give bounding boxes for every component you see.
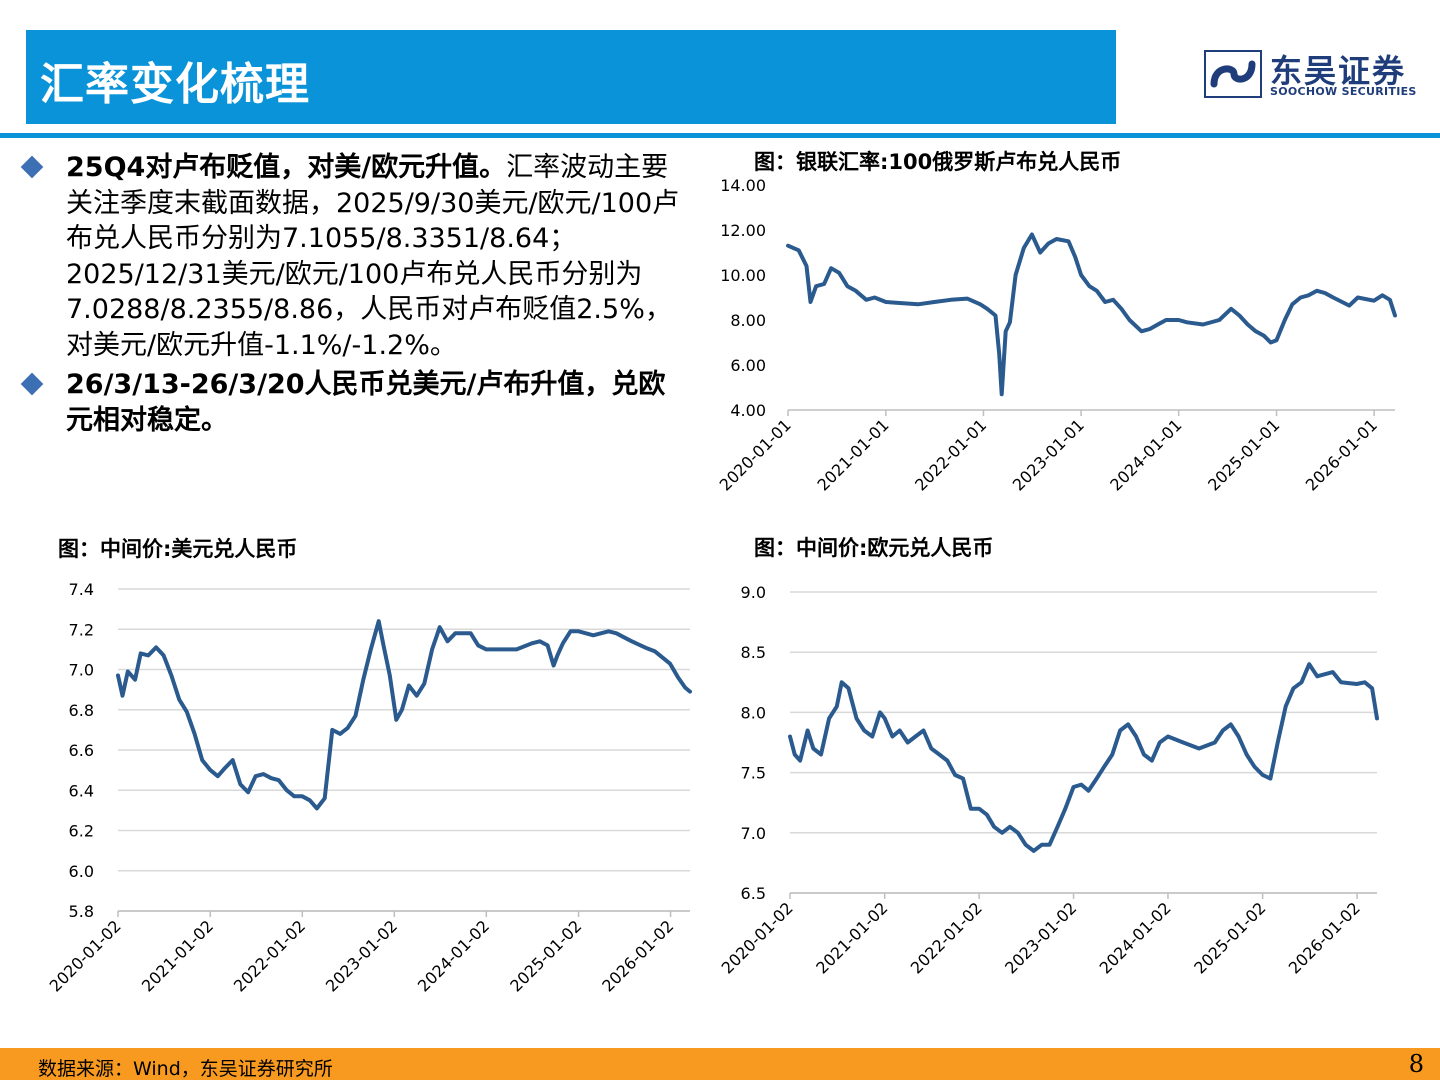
diamond-bullet-icon <box>20 155 44 179</box>
y-tick-label: 6.4 <box>69 781 94 800</box>
series-line <box>116 619 692 811</box>
x-tick-label: 2022-01-02 <box>230 916 309 995</box>
page-number: 8 <box>1408 1050 1424 1078</box>
company-logo: 东吴证券 SOOCHOW SECURITIES <box>1204 48 1419 100</box>
y-tick-label: 14.00 <box>720 176 766 195</box>
chart-title-usd: 图：中间价:美元兑人民币 <box>58 537 298 561</box>
x-tick-label: 2021-01-02 <box>138 916 217 995</box>
bullet-text: 汇率波动主要关注季度末截面数据，2025/9/30美元/欧元/100卢布兑人民币… <box>66 152 680 361</box>
bullet-bold-text: 26/3/13-26/3/20人民币兑美元/卢布升值，兑欧元相对稳定。 <box>66 369 666 436</box>
series-line <box>788 662 1379 853</box>
y-tick-label: 6.6 <box>69 741 94 760</box>
bullet-item: 25Q4对卢布贬值，对美/欧元升值。汇率波动主要关注季度末截面数据，2025/9… <box>20 150 692 363</box>
y-tick-label: 7.0 <box>69 661 94 680</box>
bullet-item: 26/3/13-26/3/20人民币兑美元/卢布升值，兑欧元相对稳定。 <box>20 367 692 438</box>
diamond-bullet-icon <box>20 372 44 396</box>
x-tick-label: 2020-01-02 <box>46 916 125 995</box>
x-tick-label: 2024-01-02 <box>414 916 493 995</box>
x-tick-label: 2025-01-01 <box>1204 415 1283 494</box>
source-note: 数据来源：Wind，东吴证券研究所 <box>38 1058 333 1080</box>
y-tick-label: 6.8 <box>69 701 94 720</box>
x-tick-label: 2021-01-01 <box>814 415 893 494</box>
page-title: 汇率变化梳理 <box>40 59 310 110</box>
bullet-list: 25Q4对卢布贬值，对美/欧元升值。汇率波动主要关注季度末截面数据，2025/9… <box>20 150 692 442</box>
y-tick-label: 6.5 <box>741 884 766 903</box>
chart-title-rub: 图：银联汇率:100俄罗斯卢布兑人民币 <box>754 150 1122 174</box>
header-rule <box>0 133 1440 138</box>
x-tick-label: 2021-01-02 <box>812 898 891 977</box>
title-bar: 汇率变化梳理 <box>26 30 1116 124</box>
x-tick-label: 2025-01-02 <box>506 916 585 995</box>
x-tick-label: 2020-01-01 <box>716 415 795 494</box>
x-tick-label: 2025-01-02 <box>1190 898 1269 977</box>
x-tick-label: 2024-01-02 <box>1096 898 1175 977</box>
x-tick-label: 2023-01-02 <box>1001 898 1080 977</box>
y-tick-label: 8.00 <box>730 311 766 330</box>
x-tick-label: 2022-01-02 <box>907 898 986 977</box>
y-tick-label: 4.00 <box>730 401 766 420</box>
y-tick-label: 12.00 <box>720 221 766 240</box>
y-tick-label: 8.5 <box>741 643 766 662</box>
chart-title-eur: 图：中间价:欧元兑人民币 <box>754 536 994 560</box>
x-tick-label: 2026-01-02 <box>598 916 677 995</box>
series-line <box>786 232 1397 397</box>
y-tick-label: 7.5 <box>741 764 766 783</box>
y-tick-label: 6.0 <box>69 862 94 881</box>
bullet-bold-text: 25Q4对卢布贬值，对美/欧元升值。 <box>66 152 507 183</box>
x-tick-label: 2026-01-02 <box>1285 898 1364 977</box>
x-tick-label: 2022-01-01 <box>911 415 990 494</box>
y-tick-label: 7.2 <box>69 620 94 639</box>
logo-text-cn: 东吴证券 <box>1270 52 1407 90</box>
x-tick-label: 2023-01-02 <box>322 916 401 995</box>
y-tick-label: 7.0 <box>741 824 766 843</box>
y-tick-label: 6.2 <box>69 822 94 841</box>
y-tick-label: 10.00 <box>720 266 766 285</box>
x-tick-label: 2020-01-02 <box>718 898 797 977</box>
y-tick-label: 9.0 <box>741 583 766 602</box>
footer-bar: 数据来源：Wind，东吴证券研究所 8 <box>0 1048 1440 1080</box>
logo-text-en: SOOCHOW SECURITIES <box>1270 85 1417 98</box>
y-tick-label: 7.4 <box>69 580 94 599</box>
y-tick-label: 6.00 <box>730 356 766 375</box>
x-tick-label: 2024-01-01 <box>1106 415 1185 494</box>
y-tick-label: 5.8 <box>69 902 94 921</box>
y-tick-label: 8.0 <box>741 703 766 722</box>
x-tick-label: 2023-01-01 <box>1009 415 1088 494</box>
x-tick-label: 2026-01-01 <box>1302 415 1381 494</box>
logo-mark-icon <box>1204 50 1262 98</box>
